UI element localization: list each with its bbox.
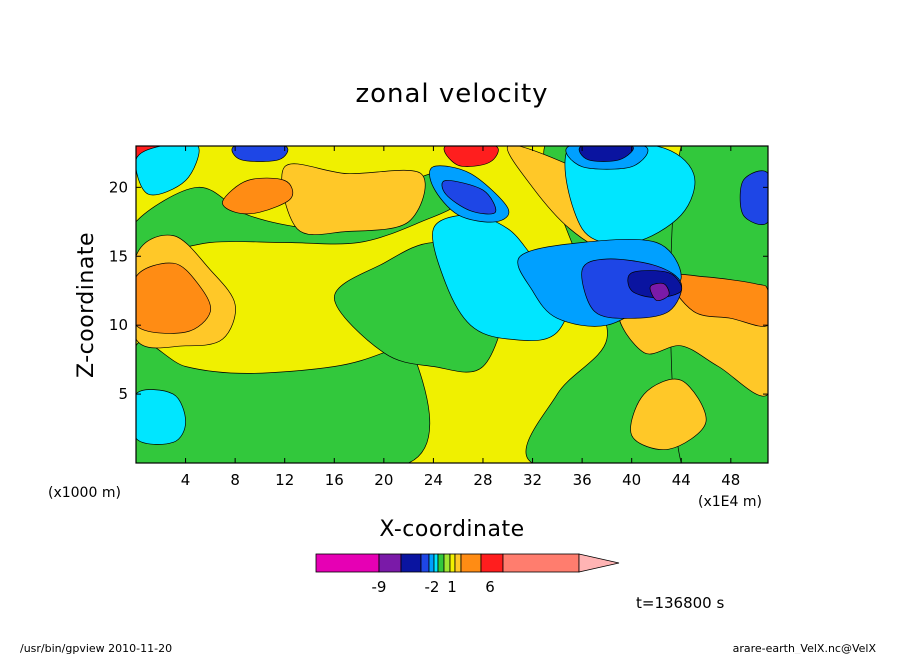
contour-region-11 bbox=[222, 177, 294, 215]
colorbar-labels: -9 -2 1 6 bbox=[372, 578, 495, 596]
plot-frame bbox=[135, 145, 769, 464]
footer-left: /usr/bin/gpview 2010-11-20 bbox=[20, 642, 172, 654]
colorbar-swatch-6 bbox=[437, 553, 445, 573]
x-tick-label-6: 28 bbox=[473, 471, 492, 489]
x-tick-label-1: 8 bbox=[230, 471, 240, 489]
colorbar-label-neg2: -2 bbox=[425, 578, 440, 596]
chart-title: zonal velocity bbox=[355, 79, 548, 109]
y-axis-title: Z-coordinate bbox=[74, 232, 99, 378]
colorbar bbox=[315, 553, 620, 573]
colorbar-swatch-11 bbox=[480, 553, 504, 573]
contour-region-28 bbox=[578, 146, 634, 162]
x-axis-title: X-coordinate bbox=[379, 517, 524, 542]
contour-region-26 bbox=[231, 146, 289, 162]
colorbar-arrow bbox=[578, 553, 620, 573]
x-tick-label-11: 48 bbox=[721, 471, 740, 489]
contour-region-10 bbox=[136, 262, 212, 334]
footer-right: arare-earth_VelX.nc@VelX bbox=[733, 642, 877, 654]
colorbar-label-neg9: -9 bbox=[372, 578, 387, 596]
contour-region-14 bbox=[443, 146, 499, 167]
x-tick-label-9: 40 bbox=[622, 471, 641, 489]
colorbar-swatch-10 bbox=[460, 553, 482, 573]
contour-region-19 bbox=[136, 146, 200, 196]
x-tick-label-0: 4 bbox=[181, 471, 191, 489]
x-tick-label-4: 20 bbox=[374, 471, 393, 489]
x-tick-label-7: 32 bbox=[523, 471, 542, 489]
x-tick-label-3: 16 bbox=[325, 471, 344, 489]
colorbar-swatch-4 bbox=[428, 553, 435, 573]
colorbar-swatch-0 bbox=[315, 553, 380, 573]
time-label: t=136800 s bbox=[636, 594, 724, 612]
x-tick-label-8: 36 bbox=[573, 471, 592, 489]
y-tick-label-3: 20 bbox=[109, 178, 128, 196]
colorbar-swatch-8 bbox=[449, 553, 456, 573]
x-tick-label-5: 24 bbox=[424, 471, 443, 489]
x-tick-label-2: 12 bbox=[275, 471, 294, 489]
contour-region-24 bbox=[441, 180, 497, 215]
colorbar-swatch-7 bbox=[443, 553, 451, 573]
colorbar-swatch-1 bbox=[378, 553, 402, 573]
contour-region-25 bbox=[739, 170, 768, 225]
contour-region-12 bbox=[668, 273, 768, 327]
contour-region-29 bbox=[649, 282, 670, 301]
y-tick-label-0: 5 bbox=[118, 385, 128, 403]
colorbar-swatch-2 bbox=[400, 553, 422, 573]
contour-regions bbox=[136, 146, 768, 463]
colorbar-label-6: 6 bbox=[485, 578, 495, 596]
x-unit-label: (x1000 m) bbox=[48, 485, 121, 501]
contour-region-6 bbox=[281, 163, 426, 235]
colorbar-swatch-5 bbox=[433, 553, 439, 573]
y-axis-ticks: 5 10 15 20 bbox=[109, 178, 768, 403]
colorbar-label-1: 1 bbox=[447, 578, 457, 596]
x-axis-ticks: 4 8 12 16 20 24 28 32 36 40 44 48 bbox=[181, 146, 740, 489]
colorbar-swatch-12 bbox=[502, 553, 580, 573]
y-tick-label-1: 10 bbox=[109, 316, 128, 334]
y-tick-label-2: 15 bbox=[109, 247, 128, 265]
x-tick-label-10: 44 bbox=[672, 471, 691, 489]
contour-region-9 bbox=[630, 378, 707, 450]
plot-area bbox=[135, 145, 769, 464]
contour-region-16 bbox=[136, 389, 186, 445]
y-unit-label: (x1E4 m) bbox=[698, 494, 762, 510]
colorbar-swatch-9 bbox=[454, 553, 462, 573]
colorbar-swatch-3 bbox=[420, 553, 430, 573]
contour-region-18 bbox=[564, 146, 696, 244]
